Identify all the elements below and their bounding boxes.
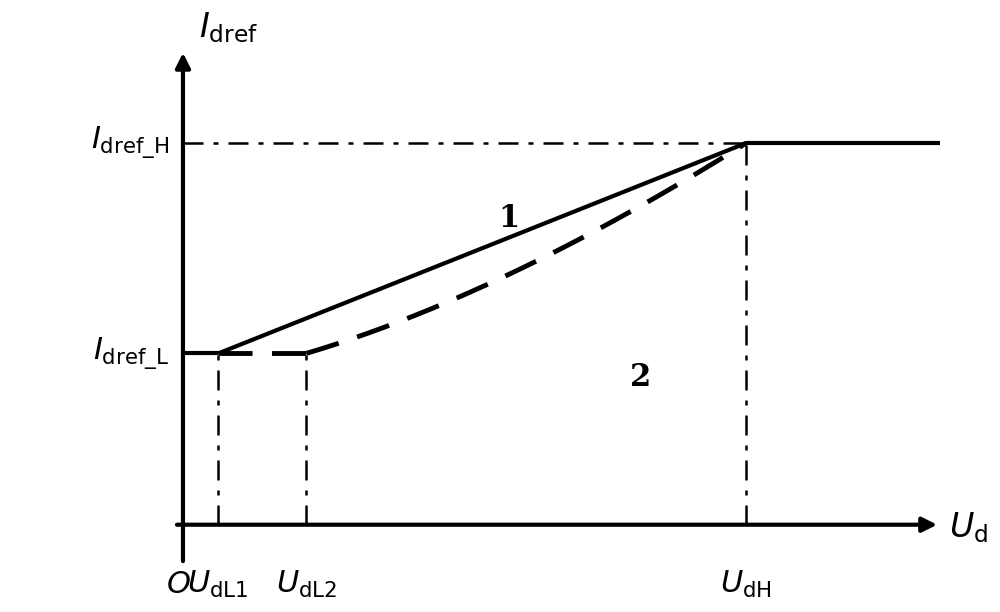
Text: $\mathit{I}_{\rm dref}$: $\mathit{I}_{\rm dref}$ [199, 10, 258, 45]
Text: $\mathit{O}$: $\mathit{O}$ [166, 569, 191, 600]
Text: $\mathit{I}_{\rm dref\_L}$: $\mathit{I}_{\rm dref\_L}$ [93, 335, 170, 371]
Text: $\mathit{U}_{\rm d}$: $\mathit{U}_{\rm d}$ [949, 510, 988, 545]
Text: $\mathit{U}_{\rm dL2}$: $\mathit{U}_{\rm dL2}$ [276, 569, 337, 600]
Text: $\mathit{U}_{\rm dL1}$: $\mathit{U}_{\rm dL1}$ [187, 569, 249, 600]
Text: $\mathit{U}_{\rm dH}$: $\mathit{U}_{\rm dH}$ [720, 569, 772, 600]
Text: 2: 2 [630, 362, 651, 394]
Text: 1: 1 [498, 203, 519, 234]
Text: $\mathit{I}_{\rm dref\_H}$: $\mathit{I}_{\rm dref\_H}$ [91, 125, 170, 161]
